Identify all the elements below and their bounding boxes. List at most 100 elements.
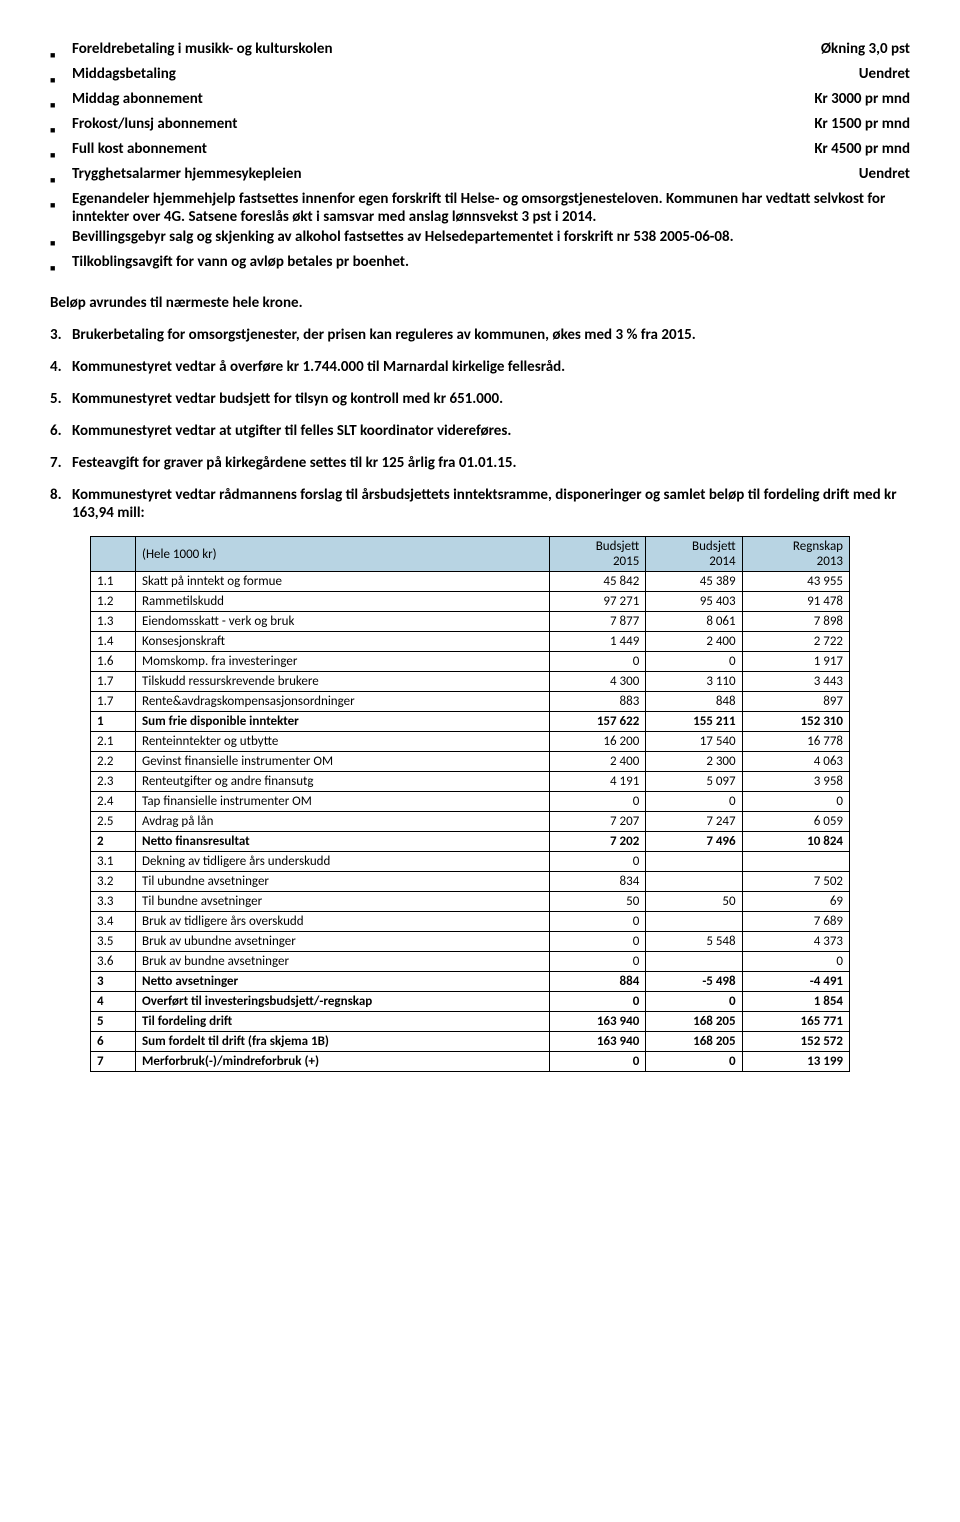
bullet-square-icon <box>50 45 60 63</box>
bullet-item: Tilkoblingsavgift for vann og avløp beta… <box>50 253 910 276</box>
row-desc: Renteinntekter og utbytte <box>136 732 550 752</box>
row-value: 163 940 <box>550 1032 646 1052</box>
bullet-label: Trygghetsalarmer hjemmesykepleien <box>72 165 839 183</box>
table-header-label: (Hele 1000 kr) <box>136 537 550 572</box>
row-value: 45 842 <box>550 572 646 592</box>
row-code: 1.6 <box>91 652 136 672</box>
row-code: 6 <box>91 1032 136 1052</box>
row-value: 16 200 <box>550 732 646 752</box>
item-number: 3. <box>50 326 72 344</box>
table-row: 3.3Til bundne avsetninger505069 <box>91 892 850 912</box>
row-code: 1 <box>91 712 136 732</box>
row-value <box>646 952 742 972</box>
table-row: 4Overført til investeringsbudsjett/-regn… <box>91 992 850 1012</box>
table-row: 3.4Bruk av tidligere års overskudd07 689 <box>91 912 850 932</box>
row-value: 0 <box>646 792 742 812</box>
table-row: 5Til fordeling drift163 940168 205165 77… <box>91 1012 850 1032</box>
item-number: 6. <box>50 422 72 440</box>
row-value: 7 247 <box>646 812 742 832</box>
budget-table: (Hele 1000 kr) Budsjett2015 Budsjett2014… <box>90 536 850 1072</box>
row-value: 0 <box>550 852 646 872</box>
item-number: 8. <box>50 486 72 522</box>
row-desc: Renteutgifter og andre finansutg <box>136 772 550 792</box>
row-value: 43 955 <box>742 572 849 592</box>
row-value: 7 898 <box>742 612 849 632</box>
table-row: 6Sum fordelt til drift (fra skjema 1B)16… <box>91 1032 850 1052</box>
row-value <box>646 872 742 892</box>
item-number: 5. <box>50 390 72 408</box>
numbered-item: 5.Kommunestyret vedtar budsjett for tils… <box>50 390 910 408</box>
row-code: 3 <box>91 972 136 992</box>
bullet-label: Middag abonnement <box>72 90 794 108</box>
row-code: 3.5 <box>91 932 136 952</box>
row-code: 3.6 <box>91 952 136 972</box>
row-value: 0 <box>646 1052 742 1072</box>
row-value: 0 <box>550 1052 646 1072</box>
row-desc: Momskomp. fra investeringer <box>136 652 550 672</box>
row-code: 4 <box>91 992 136 1012</box>
row-value: 95 403 <box>646 592 742 612</box>
bullet-square-icon <box>50 145 60 163</box>
row-desc: Avdrag på lån <box>136 812 550 832</box>
row-value: 10 824 <box>742 832 849 852</box>
row-desc: Rammetilskudd <box>136 592 550 612</box>
row-value: 0 <box>550 932 646 952</box>
table-row: 2.1Renteinntekter og utbytte16 20017 540… <box>91 732 850 752</box>
row-code: 2.3 <box>91 772 136 792</box>
row-code: 1.1 <box>91 572 136 592</box>
bullet-label: Bevillingsgebyr salg og skjenking av alk… <box>72 228 910 246</box>
row-value: 17 540 <box>646 732 742 752</box>
row-value: 3 958 <box>742 772 849 792</box>
row-code: 1.7 <box>91 672 136 692</box>
row-value: 1 449 <box>550 632 646 652</box>
row-value: 13 199 <box>742 1052 849 1072</box>
row-value: -5 498 <box>646 972 742 992</box>
row-code: 2.2 <box>91 752 136 772</box>
row-value: 155 211 <box>646 712 742 732</box>
table-row: 2.4Tap finansielle instrumenter OM000 <box>91 792 850 812</box>
table-row: 2.5Avdrag på lån7 2077 2476 059 <box>91 812 850 832</box>
row-desc: Eiendomsskatt - verk og bruk <box>136 612 550 632</box>
row-desc: Netto avsetninger <box>136 972 550 992</box>
bullet-square-icon <box>50 195 60 213</box>
numbered-item: 8.Kommunestyret vedtar rådmannens forsla… <box>50 486 910 522</box>
table-row: 1.2Rammetilskudd97 27195 40391 478 <box>91 592 850 612</box>
table-row: 1.4Konsesjonskraft1 4492 4002 722 <box>91 632 850 652</box>
item-number: 7. <box>50 454 72 472</box>
row-value: 4 373 <box>742 932 849 952</box>
row-value: 7 689 <box>742 912 849 932</box>
row-value: 50 <box>550 892 646 912</box>
row-value: 834 <box>550 872 646 892</box>
row-code: 2.1 <box>91 732 136 752</box>
row-value: 7 202 <box>550 832 646 852</box>
row-desc: Tilskudd ressurskrevende brukere <box>136 672 550 692</box>
row-value: 7 496 <box>646 832 742 852</box>
row-value: 3 110 <box>646 672 742 692</box>
row-desc: Bruk av bundne avsetninger <box>136 952 550 972</box>
row-value: 0 <box>742 792 849 812</box>
row-value: 165 771 <box>742 1012 849 1032</box>
row-desc: Bruk av ubundne avsetninger <box>136 932 550 952</box>
item-number: 4. <box>50 358 72 376</box>
row-value: 883 <box>550 692 646 712</box>
row-code: 3.1 <box>91 852 136 872</box>
row-value: 0 <box>550 652 646 672</box>
row-desc: Til bundne avsetninger <box>136 892 550 912</box>
row-value: 6 059 <box>742 812 849 832</box>
row-value: 16 778 <box>742 732 849 752</box>
bullet-value: Økning 3,0 pst <box>801 40 910 58</box>
row-desc: Bruk av tidligere års overskudd <box>136 912 550 932</box>
row-value: 8 061 <box>646 612 742 632</box>
row-desc: Gevinst finansielle instrumenter OM <box>136 752 550 772</box>
row-value <box>742 852 849 872</box>
row-code: 3.2 <box>91 872 136 892</box>
row-value <box>646 852 742 872</box>
numbered-item: 6.Kommunestyret vedtar at utgifter til f… <box>50 422 910 440</box>
row-value: 884 <box>550 972 646 992</box>
row-code: 2.5 <box>91 812 136 832</box>
row-value: 1 854 <box>742 992 849 1012</box>
numbered-item: 3.Brukerbetaling for omsorgstjenester, d… <box>50 326 910 344</box>
bullet-label: Frokost/lunsj abonnement <box>72 115 794 133</box>
row-value: 45 389 <box>646 572 742 592</box>
rounding-note: Beløp avrundes til nærmeste hele krone. <box>50 294 910 312</box>
